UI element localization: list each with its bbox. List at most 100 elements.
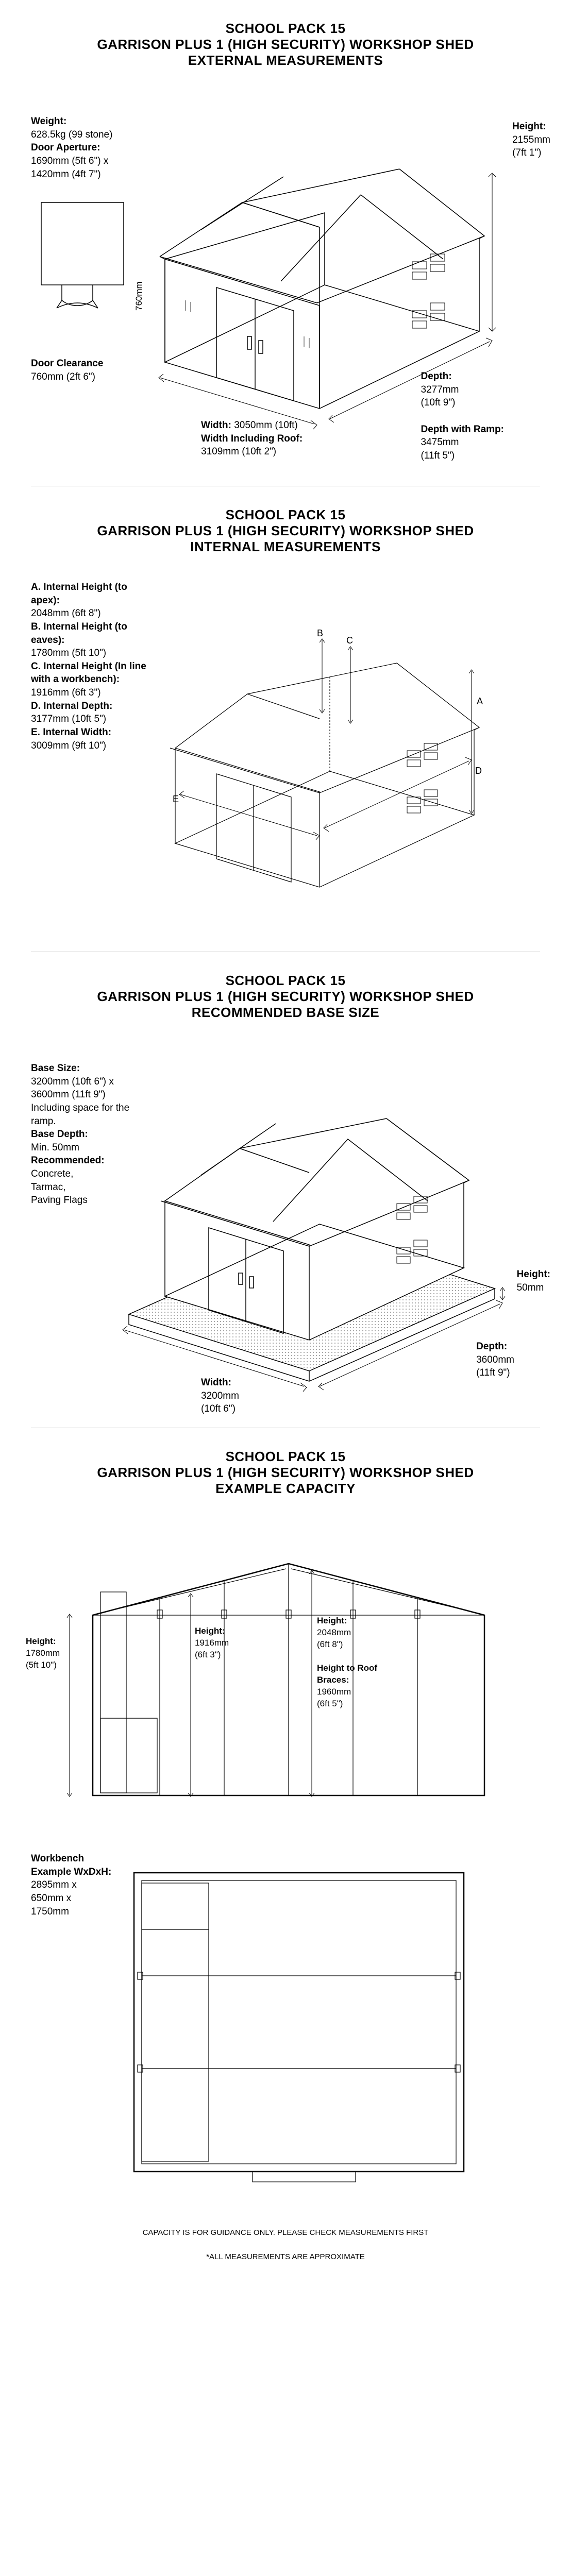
base-val1: 3200mm (10ft 6") x — [31, 1076, 114, 1087]
depthramp-val2: (11ft 5") — [421, 450, 455, 461]
el-v1: 1780mm — [26, 1648, 60, 1658]
internal-specs: A. Internal Height (to apex): 2048mm (6f… — [31, 581, 155, 752]
workbench-label: Workbench Example WxDxH: 2895mm x 650mm … — [31, 1852, 124, 1918]
depthramp-val1: 3475mm — [421, 437, 459, 448]
title-line-2: GARRISON PLUS 1 (HIGH SECURITY) WORKSHOP… — [31, 989, 540, 1005]
bw-lbl: Width: — [201, 1377, 231, 1388]
plan-wrap: Workbench Example WxDxH: 2895mm x 650mm … — [31, 1852, 540, 2213]
rec-val1: Concrete, — [31, 1168, 73, 1179]
bd-val1: 3600mm — [476, 1354, 514, 1365]
title-line-2: GARRISON PLUS 1 (HIGH SECURITY) WORKSHOP… — [31, 523, 540, 539]
title-line-1: SCHOOL PACK 15 — [31, 1449, 540, 1465]
c-val: 1916mm (6ft 3") — [31, 687, 101, 698]
eb-v1: 1960mm — [317, 1687, 351, 1697]
a-val: 2048mm (6ft 8") — [31, 608, 101, 619]
rec-val2: Tarmac, — [31, 1182, 66, 1193]
depthramp-lbl: Depth with Ramp: — [421, 424, 505, 435]
weight-val: 628.5kg (99 stone) — [31, 129, 112, 140]
aperture-val1: 1690mm (5ft 6") x — [31, 156, 108, 166]
em-lbl: Height: — [195, 1626, 225, 1636]
elev-mid-label: Height: 1916mm (6ft 3") — [195, 1625, 229, 1661]
width-label: Width: 3050mm (10ft) Width Including Roo… — [201, 419, 303, 459]
section-external: SCHOOL PACK 15 GARRISON PLUS 1 (HIGH SEC… — [0, 0, 571, 486]
elev-left-label: Height: 1780mm (5ft 10") — [26, 1636, 60, 1671]
ea-v2: (6ft 8") — [317, 1639, 343, 1649]
footnote-1: CAPACITY IS FOR GUIDANCE ONLY. PLEASE CH… — [31, 2228, 540, 2237]
title-line-1: SCHOOL PACK 15 — [31, 21, 540, 37]
height-val1: 2155mm — [512, 134, 550, 145]
em-v1: 1916mm — [195, 1638, 229, 1648]
height-val2: (7ft 1") — [512, 147, 541, 158]
title-block-3: SCHOOL PACK 15 GARRISON PLUS 1 (HIGH SEC… — [31, 973, 540, 1021]
section-internal: SCHOOL PACK 15 GARRISON PLUS 1 (HIGH SEC… — [0, 486, 571, 952]
footnote-2: *ALL MEASUREMENTS ARE APPROXIMATE — [31, 2252, 540, 2261]
el-v2: (5ft 10") — [26, 1660, 57, 1670]
bh-lbl: Height: — [517, 1269, 550, 1280]
clearance-lbl: Door Clearance — [31, 358, 103, 369]
rec-lbl: Recommended: — [31, 1155, 105, 1166]
width-lbl: Width: — [201, 420, 231, 431]
aperture-val2: 1420mm (4ft 7") — [31, 169, 101, 180]
bh-val: 50mm — [517, 1282, 544, 1293]
ea-lbl: Height: — [317, 1616, 347, 1625]
clearance-val: 760mm (2ft 6") — [31, 371, 95, 382]
height-lbl: Height: — [512, 121, 546, 132]
bd-lbl: Depth: — [476, 1341, 507, 1352]
base-diagram: Base Size: 3200mm (10ft 6") x 3600mm (11… — [31, 1036, 540, 1407]
wb-v1: 2895mm x — [31, 1879, 77, 1890]
bd-val2: (11ft 9") — [476, 1367, 510, 1378]
base-val2: 3600mm (11ft 9") — [31, 1089, 106, 1100]
eb-lbl: Height to Roof Braces: — [317, 1663, 377, 1685]
elevation-svg — [31, 1512, 540, 1832]
title-block-4: SCHOOL PACK 15 GARRISON PLUS 1 (HIGH SEC… — [31, 1449, 540, 1497]
base-note: Including space for the ramp. — [31, 1103, 129, 1127]
wb-v2: 650mm x — [31, 1893, 71, 1904]
marker-b-text: B — [317, 628, 323, 638]
internal-diagram: B C A D E A. Internal Height (to apex): … — [31, 570, 540, 931]
depth-val2: (10ft 9") — [421, 397, 456, 408]
title-line-3: EXAMPLE CAPACITY — [31, 1481, 540, 1497]
bw-val2: (10ft 6") — [201, 1403, 236, 1414]
bw-val1: 3200mm — [201, 1391, 239, 1401]
base-width-label: Width: 3200mm (10ft 6") — [201, 1376, 239, 1416]
title-block-2: SCHOOL PACK 15 GARRISON PLUS 1 (HIGH SEC… — [31, 507, 540, 555]
width-val1: 3050mm (10ft) — [234, 420, 298, 431]
bdepth-lbl: Base Depth: — [31, 1129, 88, 1140]
title-line-1: SCHOOL PACK 15 — [31, 973, 540, 989]
d-lbl: D. Internal Depth: — [31, 701, 112, 711]
height-label: Height: 2155mm (7ft 1") — [512, 120, 550, 160]
e-lbl: E. Internal Width: — [31, 727, 111, 738]
title-line-3: INTERNAL MEASUREMENTS — [31, 539, 540, 555]
title-line-2: GARRISON PLUS 1 (HIGH SECURITY) WORKSHOP… — [31, 1465, 540, 1481]
clearance-label: Door Clearance 760mm (2ft 6") — [31, 357, 103, 383]
a-lbl: A. Internal Height (to apex): — [31, 582, 127, 606]
weight-label: Weight: 628.5kg (99 stone) Door Aperture… — [31, 115, 112, 181]
b-lbl: B. Internal Height (to eaves): — [31, 621, 127, 646]
external-diagram: Height: 2155mm (7ft 1") Depth: 3277mm (1… — [31, 84, 540, 465]
marker-e-text: E — [173, 794, 179, 804]
rec-val3: Paving Flags — [31, 1195, 88, 1206]
depth-lbl: Depth: — [421, 371, 452, 382]
title-line-3: RECOMMENDED BASE SIZE — [31, 1005, 540, 1021]
bdepth-val: Min. 50mm — [31, 1142, 79, 1153]
weight-lbl: Weight: — [31, 116, 66, 127]
wb-v3: 1750mm — [31, 1906, 69, 1917]
title-line-3: EXTERNAL MEASUREMENTS — [31, 53, 540, 69]
door-clearance-svg — [31, 197, 134, 316]
ea-v1: 2048mm — [317, 1628, 351, 1637]
title-block: SCHOOL PACK 15 GARRISON PLUS 1 (HIGH SEC… — [31, 21, 540, 69]
marker-c-text: C — [346, 635, 353, 646]
d-val: 3177mm (10ft 5") — [31, 714, 106, 724]
clearance-side: 760mm — [134, 281, 144, 311]
eb-v2: (6ft 5") — [317, 1699, 343, 1708]
base-lbl: Base Size: — [31, 1063, 80, 1074]
widthroof-lbl: Width Including Roof: — [201, 433, 303, 444]
elev-apex-label: Height: 2048mm (6ft 8") Height to Roof B… — [317, 1615, 379, 1710]
wb-lbl: Workbench Example WxDxH: — [31, 1853, 111, 1877]
b-val: 1780mm (5ft 10") — [31, 648, 106, 658]
marker-a-text: A — [477, 696, 483, 706]
base-specs: Base Size: 3200mm (10ft 6") x 3600mm (11… — [31, 1062, 144, 1207]
base-depth-label: Depth: 3600mm (11ft 9") — [476, 1340, 514, 1380]
c-lbl: C. Internal Height (In line with a workb… — [31, 661, 146, 685]
widthroof-val1: 3109mm (10ft 2") — [201, 446, 276, 457]
